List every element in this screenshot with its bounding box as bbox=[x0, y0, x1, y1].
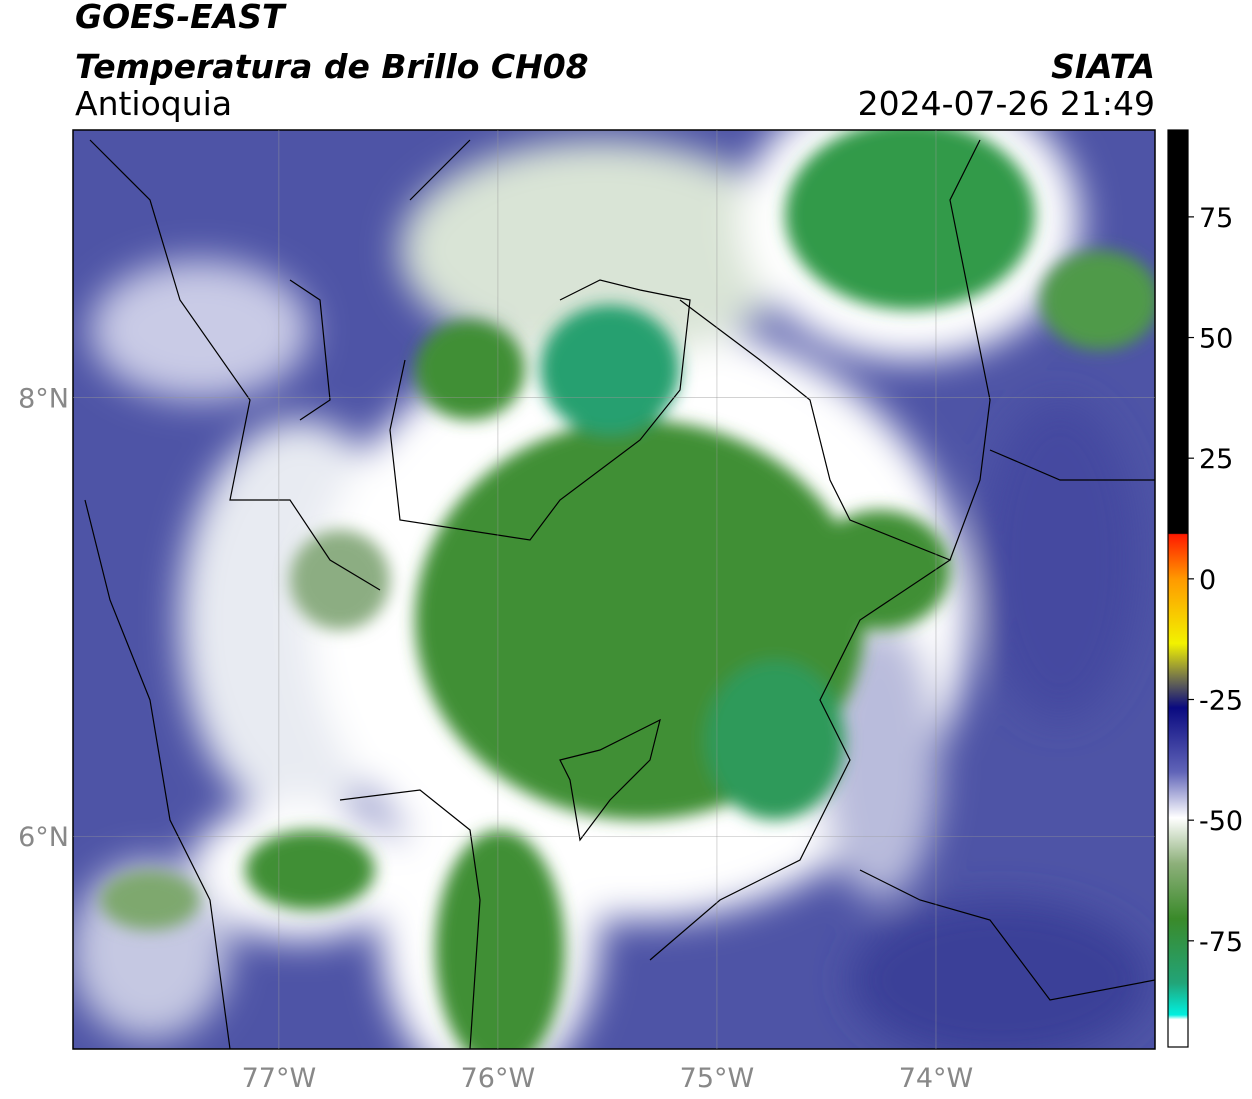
colorbar-label: 25 bbox=[1199, 444, 1233, 475]
datetime: 2024-07-26 21:49 bbox=[858, 84, 1155, 123]
lon-label: 77°W bbox=[242, 1063, 317, 1094]
lon-label: 75°W bbox=[680, 1063, 755, 1094]
colorbar-label: -75 bbox=[1199, 927, 1243, 958]
map-frame bbox=[72, 129, 1156, 1050]
colorbar bbox=[1167, 129, 1189, 1048]
lon-label: 76°W bbox=[461, 1063, 536, 1094]
title: GOES-EAST bbox=[75, 0, 287, 36]
lat-label: 6°N bbox=[18, 822, 69, 853]
lon-label: 74°W bbox=[899, 1063, 974, 1094]
subtitle: Temperatura de Brillo CH08 bbox=[75, 47, 589, 86]
region: Antioquia bbox=[75, 84, 232, 123]
colorbar-label: 75 bbox=[1199, 203, 1233, 234]
satellite-image bbox=[73, 130, 1155, 1049]
colorbar-label: 0 bbox=[1199, 565, 1216, 596]
lat-label: 8°N bbox=[18, 384, 69, 415]
colorbar-label: -25 bbox=[1199, 686, 1243, 717]
colorbar-label: 50 bbox=[1199, 324, 1233, 355]
colorbar-label: -50 bbox=[1199, 806, 1243, 837]
source: SIATA bbox=[1051, 47, 1155, 86]
